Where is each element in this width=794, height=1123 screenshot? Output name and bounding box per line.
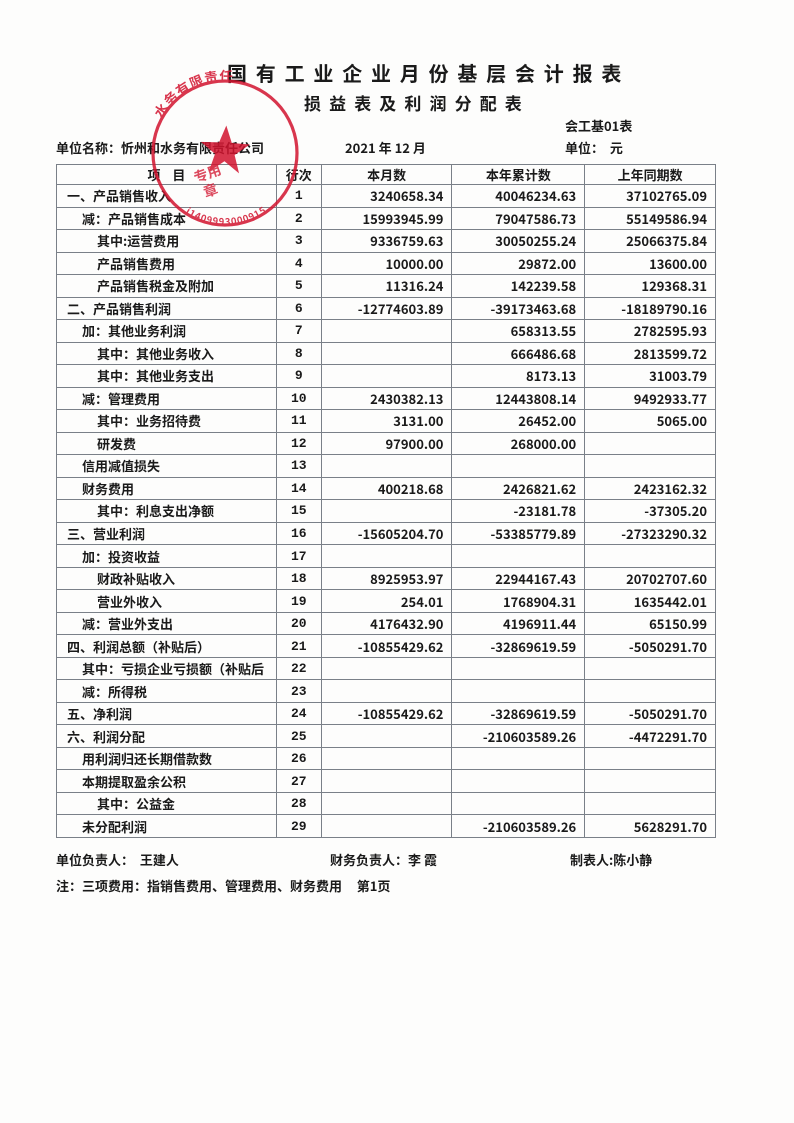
svg-text:水务有限责任: 水务有限责任 — [148, 65, 234, 121]
